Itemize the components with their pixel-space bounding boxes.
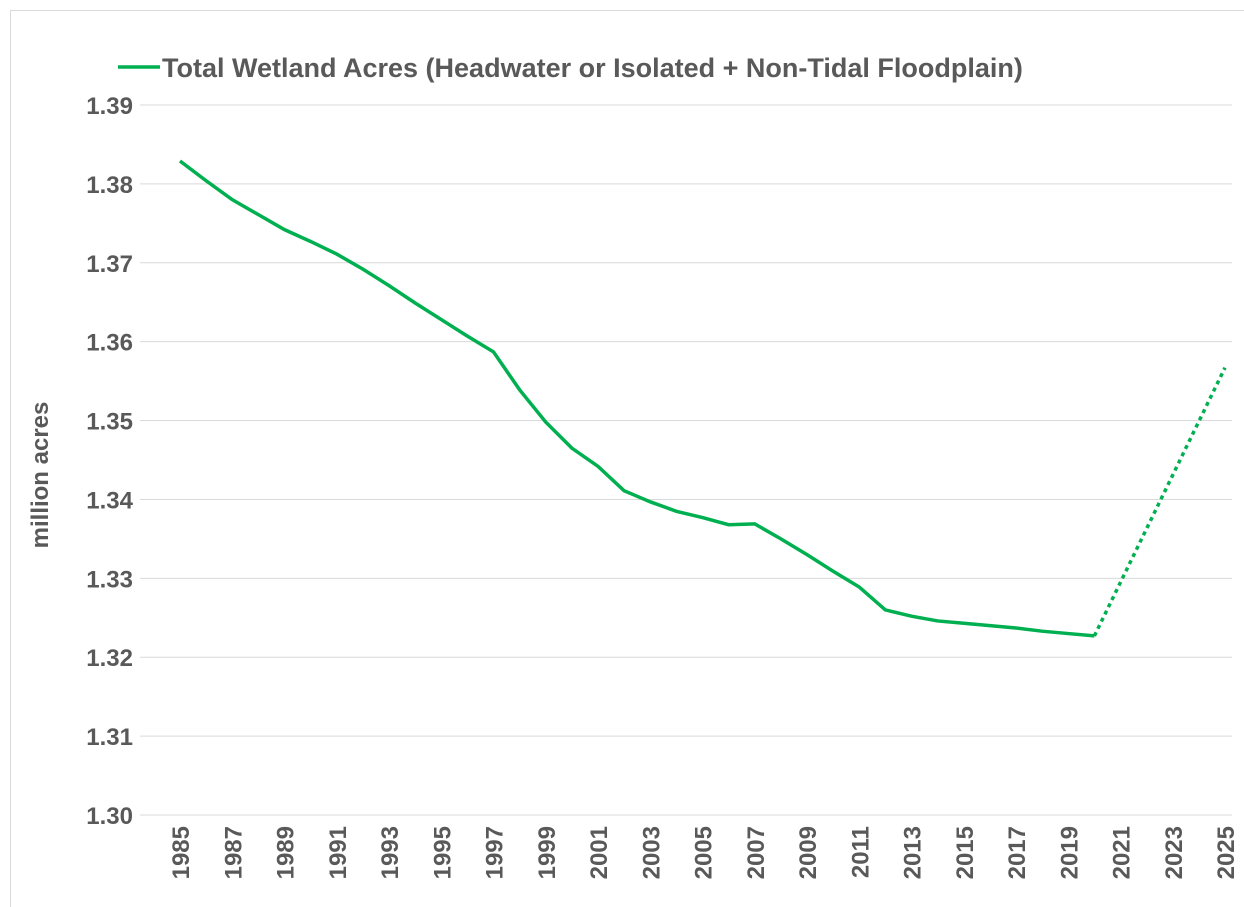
x-tick-label: 2005 xyxy=(691,826,718,879)
series-line xyxy=(1092,366,1227,637)
y-tick-label: 1.33 xyxy=(86,566,133,593)
x-tick-label: 2011 xyxy=(847,826,874,878)
x-tick-label: 1997 xyxy=(482,826,509,879)
x-tick-label: 1993 xyxy=(377,826,404,879)
x-tick-label: 2001 xyxy=(586,826,613,879)
x-tick-label: 2019 xyxy=(1056,826,1083,879)
x-tick-label: 1989 xyxy=(273,826,300,879)
x-tick-label: 1985 xyxy=(168,826,195,879)
x-tick-label: 2021 xyxy=(1109,826,1136,879)
y-axis-label: million acres xyxy=(27,402,54,549)
x-tick-label: 1995 xyxy=(429,826,456,879)
x-tick-label: 2009 xyxy=(795,826,822,879)
x-tick-label: 1991 xyxy=(325,826,352,879)
x-tick-label: 2025 xyxy=(1213,826,1240,879)
y-tick-label: 1.36 xyxy=(86,330,133,357)
x-tick-label: 2007 xyxy=(743,826,770,879)
y-tick-label: 1.30 xyxy=(86,803,133,830)
y-tick-label: 1.38 xyxy=(86,172,133,199)
y-tick-label: 1.34 xyxy=(86,487,133,514)
x-tick-label: 2003 xyxy=(638,826,665,879)
x-tick-label: 2015 xyxy=(952,826,979,879)
x-tick-label: 1987 xyxy=(220,826,247,879)
x-tick-label: 1999 xyxy=(534,826,561,879)
y-tick-label: 1.39 xyxy=(86,93,133,120)
x-tick-label: 2017 xyxy=(1004,826,1031,879)
x-tick-label: 2023 xyxy=(1161,826,1188,879)
y-tick-label: 1.37 xyxy=(86,251,133,278)
y-tick-label: 1.31 xyxy=(86,724,133,751)
y-tick-label: 1.35 xyxy=(86,409,133,436)
legend-label: Total Wetland Acres (Headwater or Isolat… xyxy=(162,53,1023,83)
y-tick-label: 1.32 xyxy=(86,645,133,672)
chart-border xyxy=(10,10,1244,907)
x-tick-label: 2013 xyxy=(900,826,927,879)
series-line xyxy=(178,159,1095,638)
